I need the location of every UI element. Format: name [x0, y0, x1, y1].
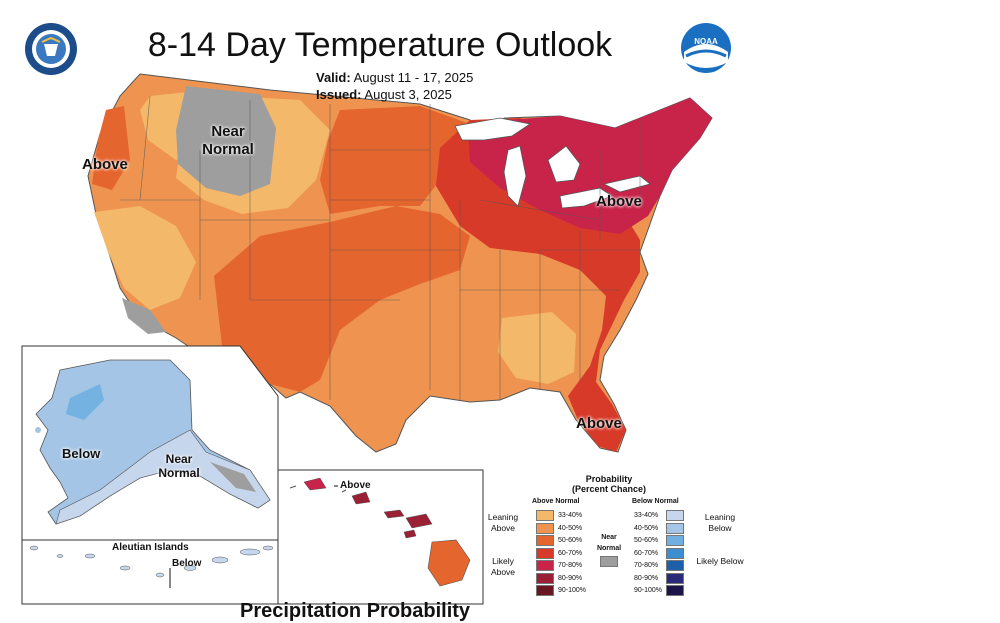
legend-above-row: 90-100% [536, 585, 586, 596]
legend-below-range: 40-50% [634, 524, 659, 532]
legend-above-row: 80-90% [536, 572, 583, 584]
legend-above-range: 50-60% [558, 537, 583, 544]
legend-below-row: 90-100% [634, 585, 684, 596]
valid-dates: Valid: August 11 - 17, 2025 [316, 70, 473, 85]
issued-label: Issued: [316, 87, 362, 102]
legend-above-swatch [536, 510, 554, 521]
legend-likely-above: Likely Above [490, 556, 516, 577]
legend-below-range: 50-60% [634, 537, 659, 544]
legend-below-swatch [666, 585, 684, 596]
valid-label: Valid: [316, 70, 351, 85]
issued-date: Issued: August 3, 2025 [316, 87, 452, 102]
legend-below-swatch [666, 510, 684, 521]
page-title: 8-14 Day Temperature Outlook [147, 26, 613, 64]
legend-likely-below: Likely Below [696, 556, 744, 566]
legend-above-row: 60-70% [536, 547, 583, 559]
legend-below-row: 40-50% [634, 522, 684, 534]
map-label-near-normal: Near Normal [202, 123, 254, 158]
legend-above-range: 60-70% [558, 549, 583, 557]
legend-below-swatch [666, 522, 684, 534]
legend-above-row: 70-80% [536, 560, 582, 571]
legend-below-row: 70-80% [634, 560, 684, 571]
legend-above-row: 40-50% [536, 522, 583, 534]
legend-above-swatch [536, 522, 554, 534]
hawaii-label-above: Above [340, 480, 371, 491]
legend-above-range: 33-40% [558, 512, 583, 519]
legend-below-range: 33-40% [634, 512, 659, 519]
legend-below-row: 33-40% [634, 510, 684, 521]
legend-above-swatch [536, 572, 554, 584]
legend-above-swatch [536, 535, 554, 546]
legend-below-header: Below Normal [632, 498, 679, 505]
legend-below-row: 60-70% [634, 547, 684, 559]
commerce-seal-logo [24, 22, 78, 76]
legend-below-swatch [666, 560, 684, 571]
legend-above-row: 33-40% [536, 510, 582, 521]
legend-below-swatch [666, 547, 684, 559]
hawaii-inset [277, 469, 484, 605]
legend-leaning-below: Leaning Below [704, 512, 736, 533]
map-label-florida-above: Above [576, 415, 622, 432]
legend-below-range: 80-90% [634, 574, 659, 582]
issued-value: August 3, 2025 [364, 87, 452, 102]
legend-below-swatch [666, 535, 684, 546]
legend-above-range: 70-80% [558, 562, 583, 569]
legend-above-range: 40-50% [558, 524, 583, 532]
valid-value: August 11 - 17, 2025 [353, 70, 474, 85]
probability-legend: Probability (Percent Chance) Above Norma… [484, 472, 744, 602]
alaska-label-near-normal: Near Normal [158, 452, 200, 480]
legend-above-header: Above Normal [532, 498, 580, 505]
legend-near-normal-swatch [600, 556, 618, 567]
aleutian-label-below: Below [172, 558, 202, 569]
aleutian-title: Aleutian Islands [112, 542, 189, 553]
noaa-logo-text: NOAA [694, 37, 718, 46]
legend-below-row: 80-90% [634, 572, 684, 584]
legend-above-swatch [536, 585, 554, 596]
map-label-west-coast-above: Above [82, 156, 128, 173]
aleutian-inset [21, 539, 279, 605]
legend-above-range: 80-90% [558, 574, 583, 582]
legend-leaning-above: Leaning Above [487, 512, 519, 533]
legend-below-row: 50-60% [634, 535, 684, 546]
legend-below-swatch [666, 572, 684, 584]
legend-above-range: 90-100% [558, 587, 587, 594]
legend-below-range: 60-70% [634, 549, 659, 557]
alaska-label-below: Below [62, 446, 101, 461]
alaska-inset [21, 345, 279, 541]
legend-below-range: 90-100% [634, 587, 663, 594]
noaa-logo: NOAA [680, 22, 732, 74]
legend-above-swatch [536, 547, 554, 559]
legend-above-row: 50-60% [536, 535, 582, 546]
map-label-northeast-above: Above [596, 193, 642, 210]
legend-near-normal: Near Normal [596, 534, 622, 552]
legend-title: Probability (Percent Chance) [571, 474, 647, 494]
legend-below-range: 70-80% [634, 562, 659, 569]
legend-above-swatch [536, 560, 554, 571]
